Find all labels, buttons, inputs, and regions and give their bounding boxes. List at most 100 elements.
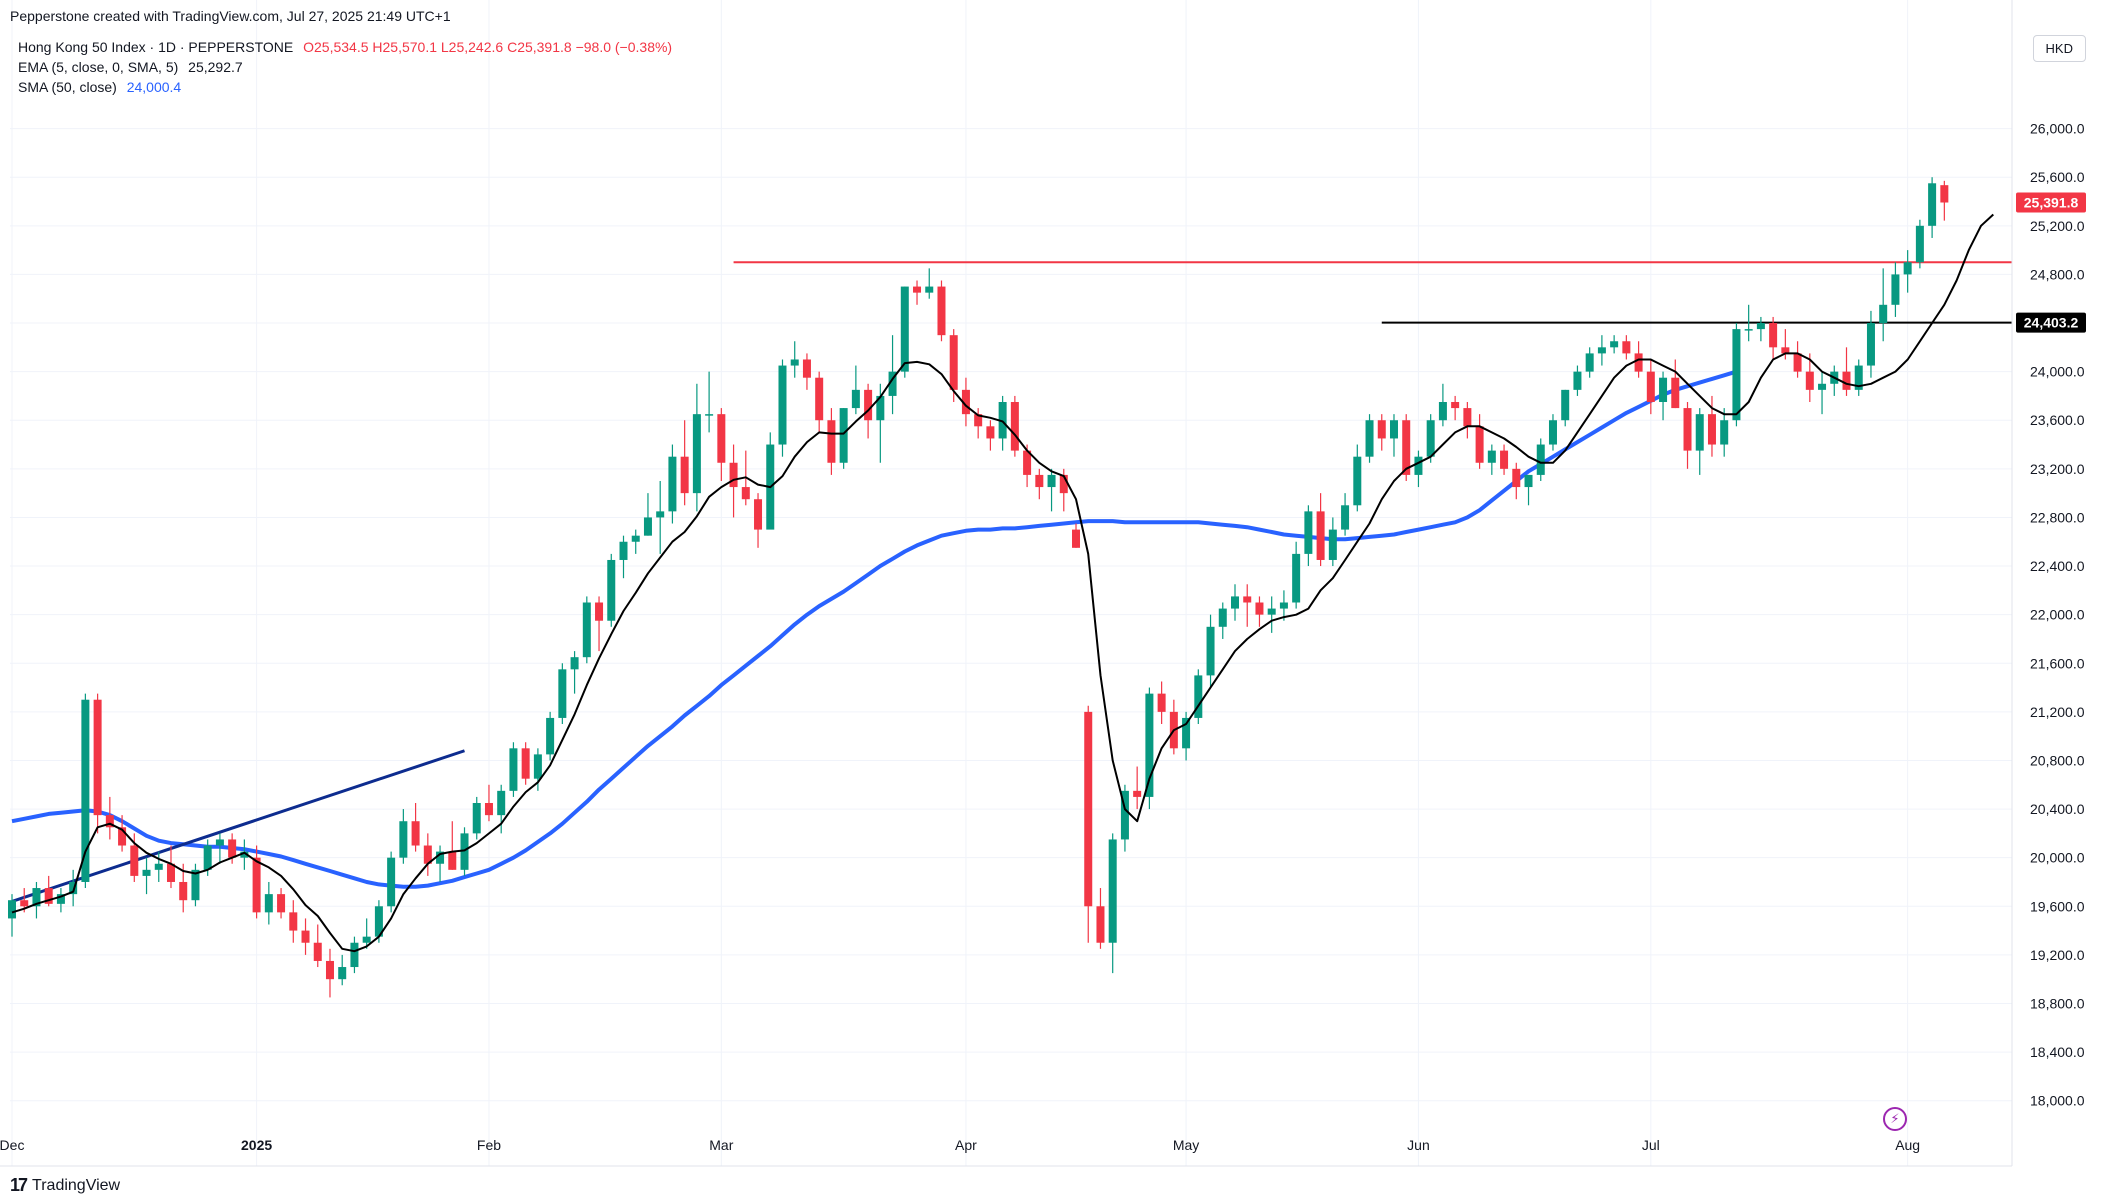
- candle-body: [179, 881, 188, 901]
- candle-body: [790, 359, 799, 366]
- y-tick-label: 20,800.0: [2030, 752, 2085, 768]
- candle: [815, 371, 824, 433]
- candle: [154, 851, 163, 882]
- candle-body: [1157, 693, 1166, 712]
- candle-body: [1634, 353, 1643, 372]
- candle: [1487, 444, 1496, 475]
- candle-body: [191, 869, 200, 901]
- ema-label[interactable]: EMA (5, close, 0, SMA, 5): [18, 59, 179, 75]
- candle-body: [423, 845, 432, 864]
- candle-body: [1182, 717, 1191, 749]
- candle: [1218, 602, 1227, 639]
- symbol-title[interactable]: Hong Kong 50 Index · 1D · PEPPERSTONE: [18, 39, 294, 55]
- candle-body: [1438, 402, 1447, 421]
- lightning-icon[interactable]: ⚡: [1883, 1107, 1907, 1131]
- candle: [888, 335, 897, 415]
- sma-label[interactable]: SMA (50, close): [18, 79, 117, 95]
- support-price-tag: 24,403.2: [2016, 312, 2086, 333]
- candle-body: [876, 395, 885, 421]
- candle-body: [802, 359, 811, 378]
- ema-5-path: [11, 213, 1994, 953]
- candle-body: [1463, 408, 1472, 427]
- candle-body: [631, 535, 640, 542]
- candle: [277, 888, 286, 919]
- candle-body: [1108, 839, 1117, 943]
- candle: [1536, 438, 1545, 481]
- ema-value: 25,292.7: [188, 59, 243, 75]
- last-price-tag: 25,391.8: [2016, 192, 2086, 213]
- candle: [411, 802, 420, 852]
- candle-body: [1561, 389, 1570, 421]
- candle: [937, 280, 946, 342]
- candle-body: [20, 900, 29, 907]
- candle: [301, 918, 310, 955]
- high-value: H25,570.1: [372, 39, 437, 55]
- candle: [1072, 523, 1081, 548]
- candle-body: [105, 815, 114, 828]
- candle-body: [1096, 906, 1105, 943]
- candle-body: [166, 863, 175, 882]
- candle-body: [925, 286, 934, 293]
- candle: [93, 693, 102, 834]
- y-tick-label: 21,600.0: [2030, 655, 2085, 671]
- candle-body: [1536, 444, 1545, 475]
- candle-body: [1585, 353, 1594, 372]
- candle: [717, 408, 726, 481]
- candle-body: [472, 802, 481, 834]
- candle-body: [81, 699, 90, 882]
- x-tick-label: 2025: [241, 1137, 272, 1153]
- candle-body: [1047, 474, 1056, 488]
- candle: [925, 268, 934, 299]
- candle-body: [1854, 365, 1863, 390]
- candle: [1084, 705, 1093, 943]
- candle-body: [974, 414, 983, 427]
- candle: [827, 408, 836, 475]
- sma-50-line: [11, 369, 1737, 889]
- candle-body: [313, 942, 322, 961]
- candle-body: [1194, 675, 1203, 718]
- candle-body: [668, 456, 677, 512]
- candle-body: [1769, 323, 1778, 348]
- last-price-tag-bg: [2016, 192, 2086, 213]
- candle-body: [1414, 456, 1423, 475]
- candle: [325, 948, 334, 998]
- candle: [1500, 444, 1509, 475]
- candle-body: [900, 286, 909, 372]
- candle: [497, 784, 506, 834]
- candle-body: [277, 894, 286, 913]
- candle: [313, 924, 322, 968]
- candle: [1683, 402, 1692, 469]
- candle: [1108, 833, 1117, 974]
- price-axis[interactable]: 18,000.0 18,400.0 18,800.0 19,200.0 19,600.0…: [2011, 0, 2086, 1166]
- candle-body: [1732, 329, 1741, 421]
- candle: [1720, 408, 1729, 457]
- x-tick-label: Aug: [1895, 1137, 1920, 1153]
- candle-body: [362, 936, 371, 943]
- candle-body: [815, 377, 824, 421]
- candle-body: [827, 420, 836, 463]
- candle: [1463, 402, 1472, 439]
- candle: [1793, 341, 1802, 378]
- horizontal-levels: [733, 261, 2012, 324]
- candle: [1341, 493, 1350, 536]
- x-tick-label: Feb: [477, 1137, 501, 1153]
- time-axis[interactable]: Dec 2025 Feb Mar Apr May Jun Jul Aug: [0, 1137, 2012, 1167]
- candle-body: [301, 930, 310, 943]
- candle-body: [619, 541, 628, 560]
- candle: [851, 365, 860, 415]
- candle: [705, 371, 714, 433]
- candle: [1426, 414, 1435, 463]
- candle: [521, 742, 530, 785]
- brand-name: TradingView: [32, 1176, 121, 1194]
- candle: [1365, 414, 1374, 463]
- candle: [1133, 766, 1142, 810]
- y-tick-label: 19,200.0: [2030, 947, 2085, 963]
- x-tick-label: Jun: [1407, 1137, 1430, 1153]
- currency-button[interactable]: HKD: [2032, 35, 2086, 62]
- candle-body: [680, 456, 689, 494]
- candle: [582, 596, 591, 664]
- candle-body: [1035, 474, 1044, 488]
- candle-body: [289, 912, 298, 931]
- low-value: L25,242.6: [440, 39, 504, 55]
